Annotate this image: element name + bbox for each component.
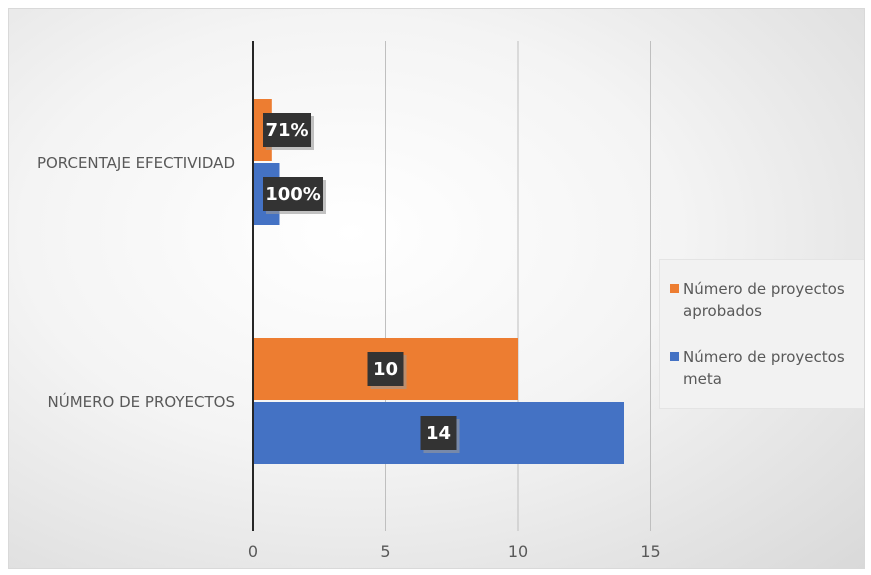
- data-label-text: 100%: [265, 184, 321, 205]
- data-label-box: [263, 113, 311, 147]
- legend-label-meta: Número de proyectos meta: [683, 348, 845, 388]
- data-label-box: [367, 352, 404, 386]
- data-label-box: [263, 177, 323, 211]
- legend: Número de proyectos aprobados Número de …: [659, 259, 864, 409]
- data-label: 10: [367, 352, 407, 389]
- x-tick-label: 10: [508, 542, 528, 561]
- x-tick-label: 5: [380, 542, 390, 561]
- x-tick-label: 0: [248, 542, 258, 561]
- category-label: PORCENTAJE EFECTIVIDAD: [37, 154, 235, 172]
- legend-item-aprobados: Número de proyectos aprobados: [670, 278, 860, 322]
- data-label-text: 10: [373, 359, 398, 380]
- legend-item-meta: Número de proyectos meta: [670, 346, 860, 390]
- data-label: 14: [420, 416, 460, 453]
- bars: [253, 99, 624, 464]
- data-label: 100%: [263, 177, 326, 214]
- data-label: 71%: [263, 113, 314, 150]
- data-label-box: [420, 416, 457, 450]
- legend-swatch-meta: [670, 352, 679, 361]
- value-axis-tick-labels: 0 5 10 15: [248, 542, 661, 561]
- data-labels: 10 14 71% 100%: [263, 113, 460, 453]
- x-tick-label: 15: [640, 542, 660, 561]
- data-label-text: 71%: [265, 120, 308, 141]
- chart-area: 10 14 71% 100% NÚMERO DE PROYECTOS PORCENTAJ…: [8, 8, 865, 569]
- legend-swatch-aprobados: [670, 284, 679, 293]
- legend-label-aprobados: Número de proyectos aprobados: [683, 280, 845, 320]
- category-label: NÚMERO DE PROYECTOS: [48, 392, 235, 411]
- category-labels: NÚMERO DE PROYECTOS PORCENTAJE EFECTIVIDA…: [37, 154, 235, 411]
- bar-chart: 10 14 71% 100% NÚMERO DE PROYECTOS PORCENTAJ…: [37, 41, 661, 561]
- data-label-text: 14: [426, 423, 451, 444]
